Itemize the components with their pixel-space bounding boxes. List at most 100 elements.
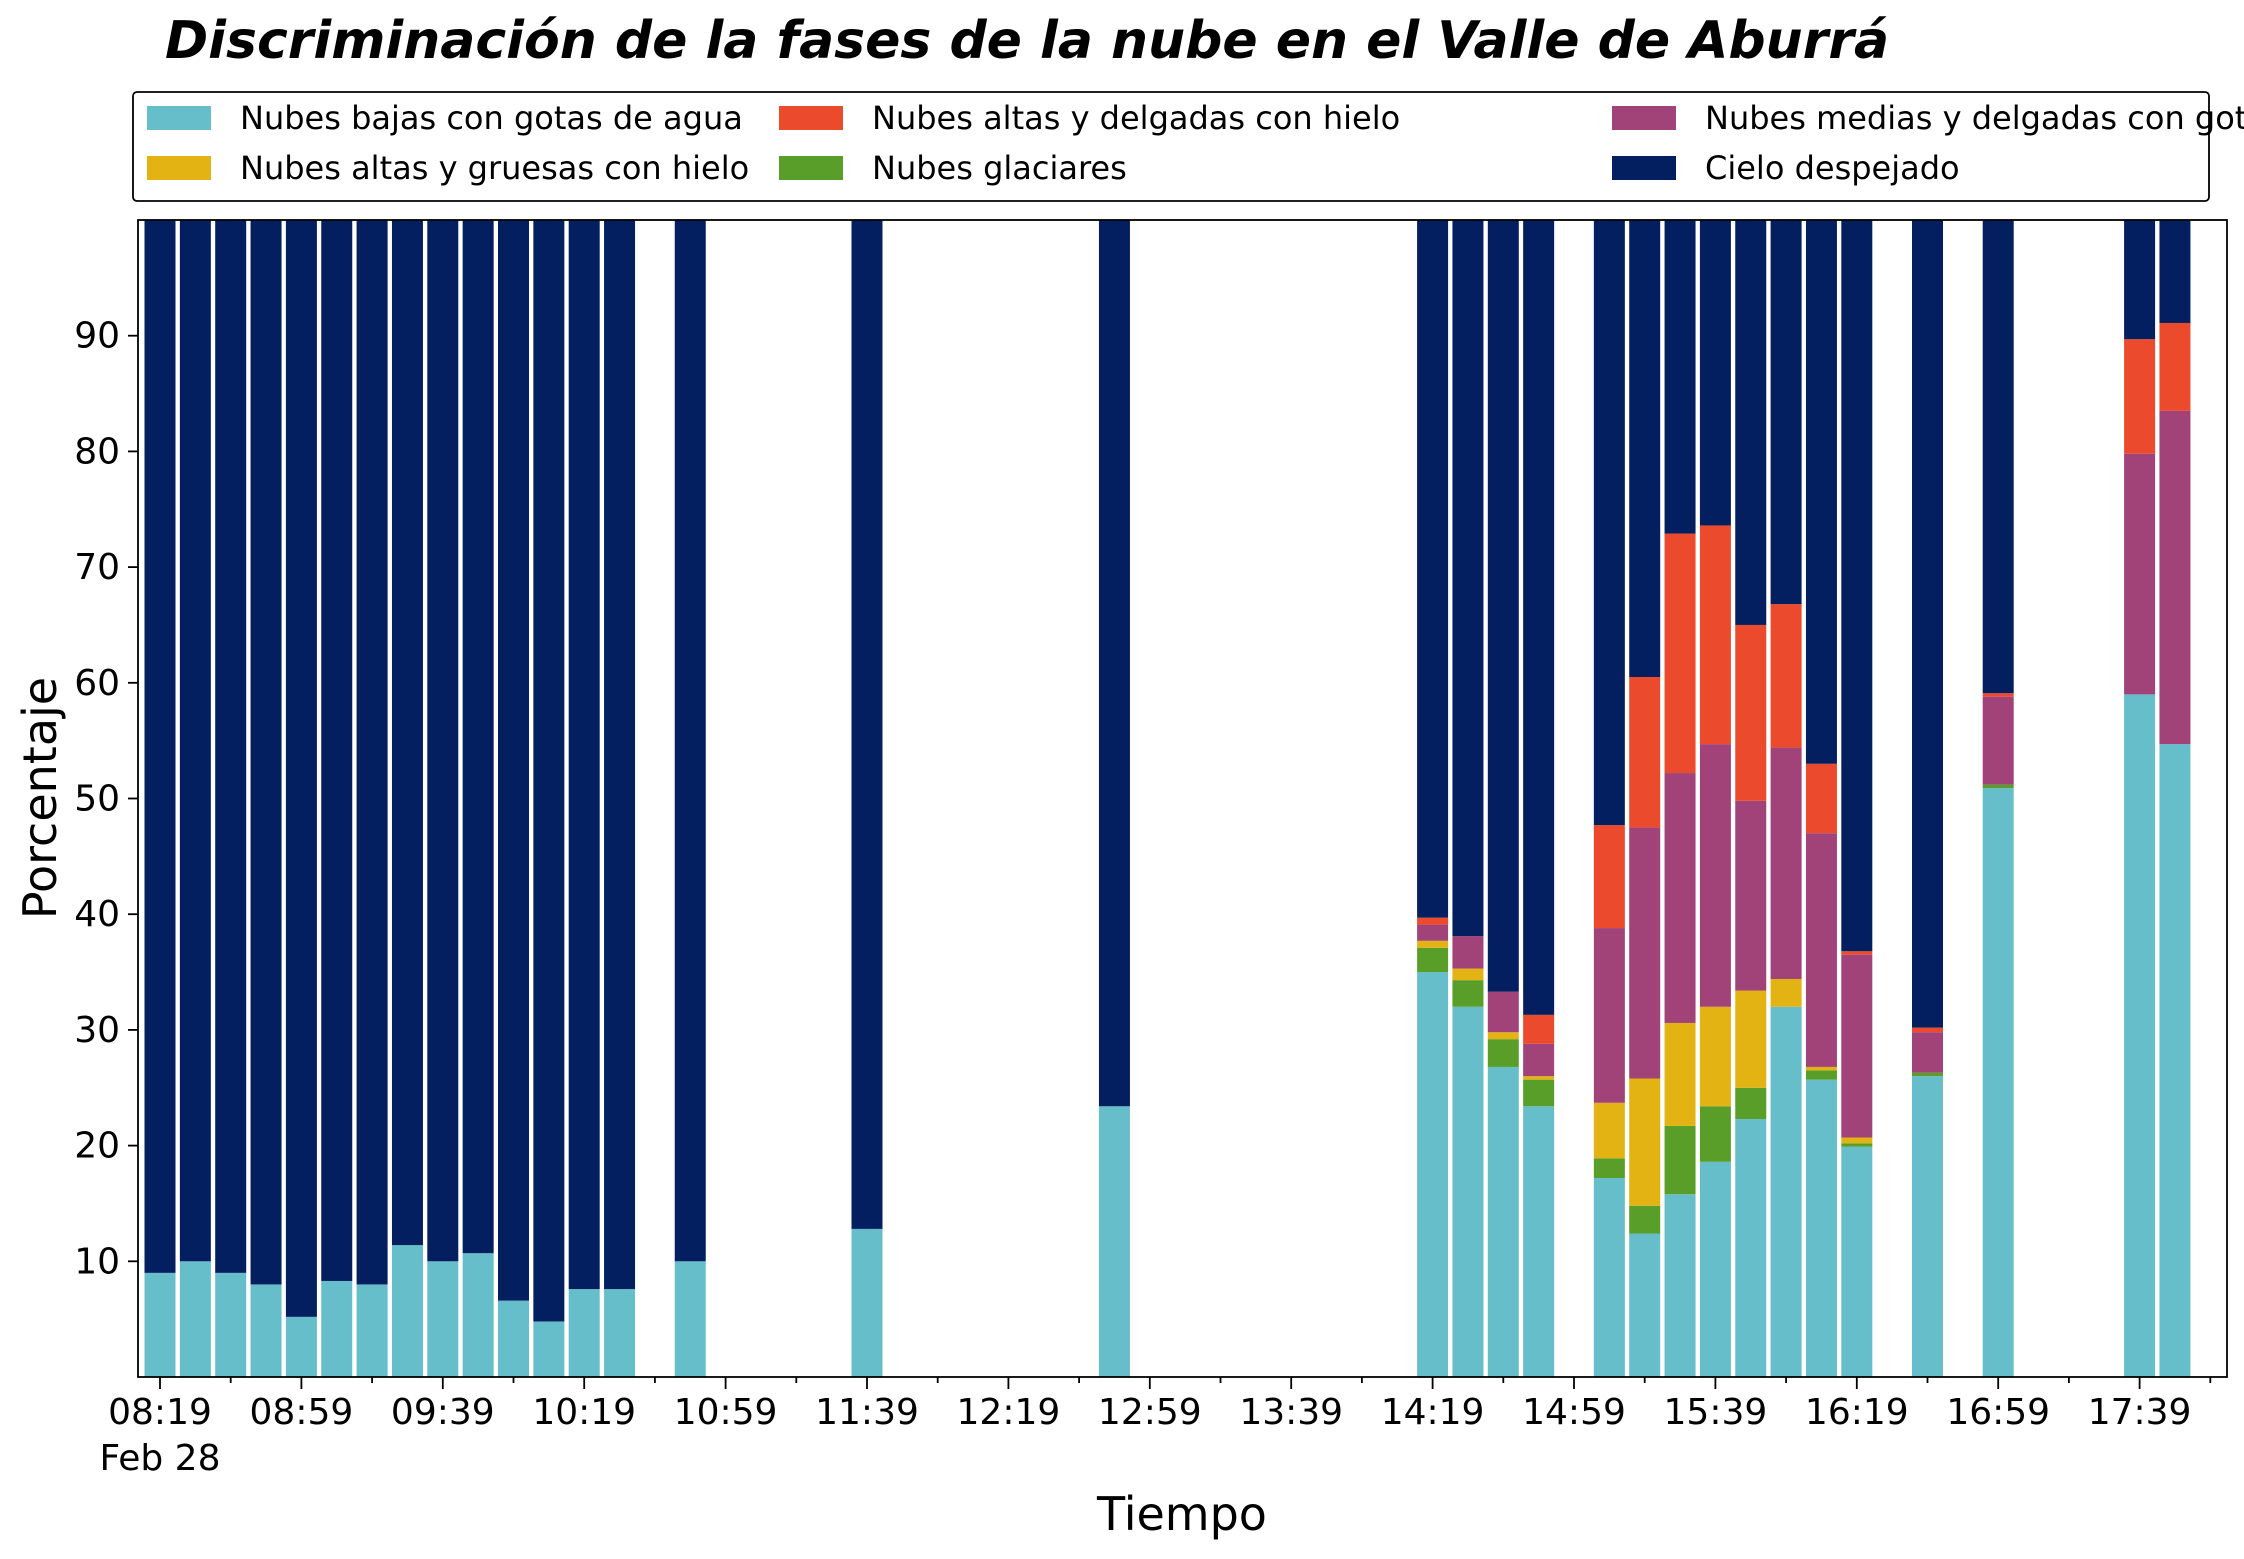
bar-segment xyxy=(1841,1143,1873,1147)
bar-segment xyxy=(215,220,247,1273)
bar-stack xyxy=(215,220,247,1377)
legend-swatch xyxy=(1612,156,1676,180)
bar-segment xyxy=(1452,220,1484,937)
legend-item: Nubes bajas con gotas de agua xyxy=(147,99,743,137)
y-tick-label: 70 xyxy=(74,547,120,588)
bar-segment xyxy=(179,220,211,1262)
bar-stack xyxy=(851,220,883,1377)
bar-segment xyxy=(391,220,423,1246)
y-tick-label: 60 xyxy=(74,663,120,704)
bar-segment xyxy=(1982,788,2014,1377)
bar-stack xyxy=(2159,220,2191,1377)
bar-segment xyxy=(179,1261,211,1377)
legend-label: Nubes altas y delgadas con hielo xyxy=(872,99,1400,137)
x-axis: 08:19 Feb 28 08:59 09:39 10:19 10:59 11:39 12:1… xyxy=(100,1377,2212,1479)
bar-segment xyxy=(1452,968,1484,981)
bar-stack xyxy=(1805,220,1837,1377)
y-tick-label: 20 xyxy=(74,1126,120,1167)
bar-stack xyxy=(1770,220,1802,1377)
bar-segment xyxy=(462,220,494,1254)
bar-segment xyxy=(851,1228,883,1377)
legend-frame xyxy=(132,91,2210,202)
bar-segment xyxy=(1629,677,1661,828)
bar-segment xyxy=(1664,773,1696,1023)
bar-segment xyxy=(1098,220,1130,1107)
bar-segment xyxy=(2159,220,2191,323)
bar-stack xyxy=(1982,220,2014,1377)
bar-segment xyxy=(604,220,636,1290)
bar-segment xyxy=(1770,747,1802,979)
bar-segment xyxy=(1805,833,1837,1067)
bar-stack xyxy=(427,220,459,1377)
bar-segment xyxy=(1417,917,1449,925)
bar-segment xyxy=(1487,991,1519,1033)
bar-segment xyxy=(1735,1087,1767,1119)
bar-segment xyxy=(1593,928,1625,1103)
bar-stack xyxy=(1487,220,1519,1377)
bar-segment xyxy=(1417,947,1449,973)
bar-segment xyxy=(1805,1066,1837,1071)
bar-segment xyxy=(1417,924,1449,941)
legend-item: Nubes altas y delgadas con hielo xyxy=(779,99,1400,137)
bar-segment xyxy=(1982,696,2014,785)
bar-stack xyxy=(321,220,353,1377)
bar-segment xyxy=(1487,1039,1519,1067)
bar-segment xyxy=(1841,951,1873,955)
bar-segment xyxy=(1417,220,1449,918)
bar-segment xyxy=(1699,1006,1731,1107)
bar-segment xyxy=(1487,220,1519,992)
bar-segment xyxy=(1805,220,1837,764)
bar-segment xyxy=(1982,693,2014,697)
bar-segment xyxy=(2159,744,2191,1377)
plot-area: 10 20 30 40 50 60 70 80 90 08:19 Feb 28 08:59 09:39… xyxy=(74,219,2228,1479)
bar-segment xyxy=(1523,1014,1555,1044)
bar-segment xyxy=(1629,827,1661,1079)
x-tick-label: 14:59 xyxy=(1522,1392,1626,1433)
bar-stack xyxy=(1912,220,1943,1377)
bar-segment xyxy=(1417,972,1449,1377)
x-tick-label: 10:59 xyxy=(674,1392,778,1433)
x-tick-label: 15:39 xyxy=(1664,1392,1768,1433)
bar-segment xyxy=(1735,990,1767,1088)
bar-segment xyxy=(1841,1146,1873,1377)
bar-segment xyxy=(1629,220,1661,678)
bar-segment xyxy=(1770,604,1802,748)
bar-segment xyxy=(1523,1043,1555,1077)
bar-segment xyxy=(1912,1076,1943,1377)
bar-segment xyxy=(674,1261,706,1377)
bar-segment xyxy=(1629,1233,1661,1377)
bar-segment xyxy=(851,220,883,1229)
bar-stack xyxy=(285,220,317,1377)
y-axis: 10 20 30 40 50 60 70 80 90 xyxy=(74,316,138,1282)
bar-stack xyxy=(604,220,636,1377)
bar-segment xyxy=(1735,1118,1767,1377)
bar-segment xyxy=(1699,525,1731,745)
bar-stack xyxy=(144,220,176,1377)
bar-segment xyxy=(2124,339,2156,454)
bar-segment xyxy=(1664,1194,1696,1377)
bar-segment xyxy=(1593,825,1625,929)
bar-segment xyxy=(1593,1102,1625,1159)
bar-segment xyxy=(1523,1079,1555,1107)
bar-segment xyxy=(1629,1078,1661,1206)
bar-segment xyxy=(1487,1066,1519,1377)
legend-item: Nubes medias y delgadas con gotas de agu… xyxy=(1612,99,2244,137)
bar-segment xyxy=(1593,1178,1625,1377)
bar-segment xyxy=(462,1253,494,1377)
y-axis-label: Porcentaje xyxy=(13,677,67,919)
bar-stack xyxy=(1593,220,1625,1377)
legend-swatch xyxy=(779,106,843,130)
bar-segment xyxy=(1417,940,1449,948)
bar-segment xyxy=(1487,1032,1519,1040)
y-tick-label: 40 xyxy=(74,894,120,935)
x-tick-label: 08:19 xyxy=(108,1392,212,1433)
legend-label: Nubes glaciares xyxy=(872,149,1127,187)
bar-segment xyxy=(1664,1022,1696,1126)
bar-segment xyxy=(1699,220,1731,526)
bar-segment xyxy=(144,1272,176,1377)
bar-segment xyxy=(1805,1079,1837,1377)
legend-item: Nubes altas y gruesas con hielo xyxy=(147,149,749,187)
bar-segment xyxy=(1841,954,1873,1138)
bar-segment xyxy=(1841,220,1873,952)
